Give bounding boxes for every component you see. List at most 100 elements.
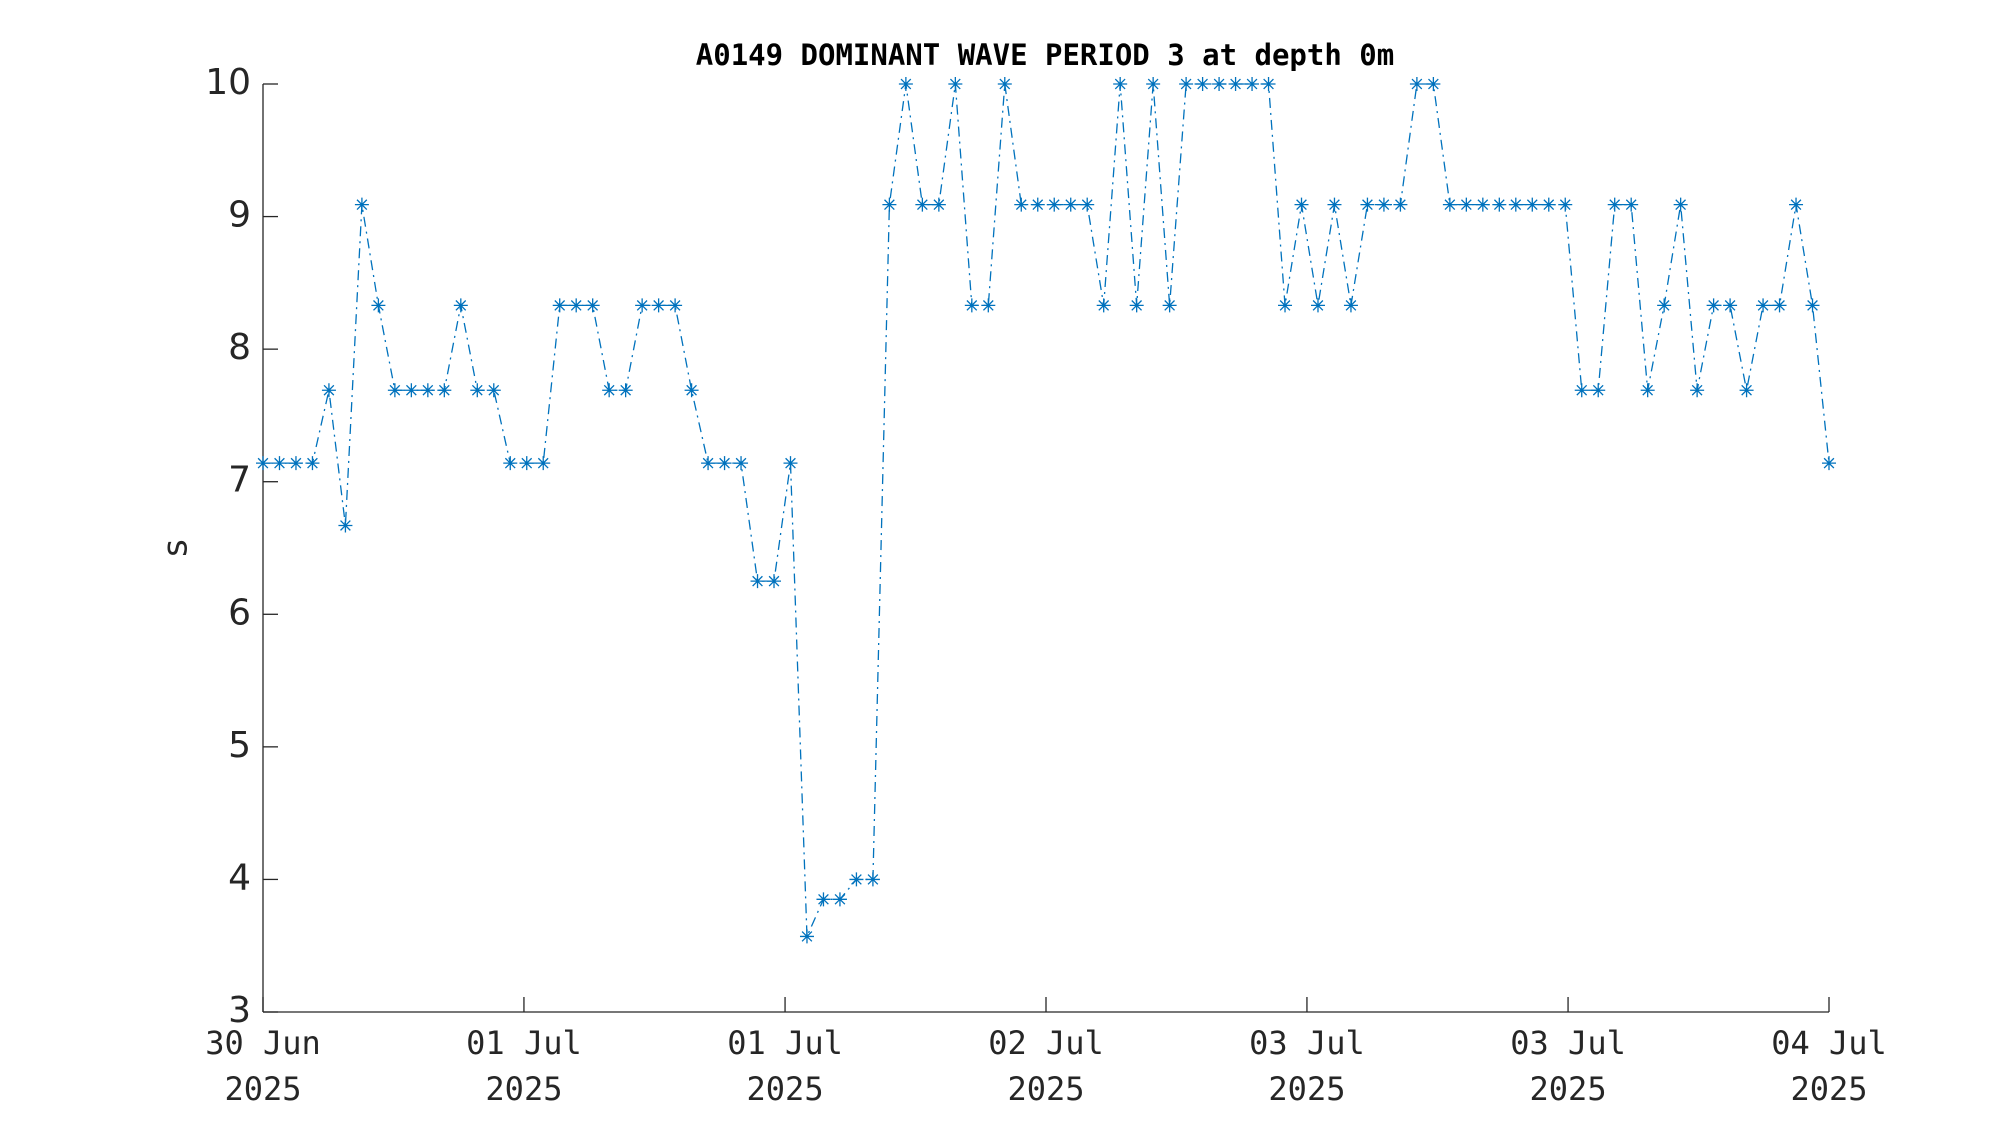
- data-point: [1723, 298, 1738, 313]
- data-point: [898, 77, 913, 91]
- data-point: [305, 456, 320, 471]
- x-tick-label: 03 Jul 2025: [1249, 1024, 1365, 1108]
- y-tick-label: 8: [228, 327, 251, 368]
- data-point: [1310, 298, 1325, 313]
- data-point: [437, 383, 452, 398]
- data-point: [915, 197, 930, 212]
- y-tick-label: 4: [228, 857, 251, 898]
- data-point: [1756, 298, 1771, 313]
- data-point: [1772, 298, 1787, 313]
- data-point: [470, 383, 485, 398]
- data-point: [816, 892, 831, 907]
- data-point: [1805, 298, 1820, 313]
- data-point: [536, 456, 551, 471]
- data-point: [256, 456, 270, 471]
- data-point: [503, 456, 518, 471]
- y-tick-label: 9: [228, 195, 251, 236]
- data-point: [371, 298, 386, 313]
- data-point: [1475, 197, 1490, 212]
- data-point: [1261, 77, 1276, 91]
- data-point: [1525, 197, 1540, 212]
- data-point: [865, 872, 880, 887]
- x-tick-label: 02 Jul 2025: [988, 1024, 1104, 1108]
- data-point: [618, 383, 633, 398]
- data-point: [1789, 197, 1804, 212]
- data-point: [948, 77, 963, 91]
- data-point: [569, 298, 584, 313]
- y-axis-label: s: [156, 539, 196, 557]
- data-point: [1080, 197, 1095, 212]
- data-point: [1063, 197, 1078, 212]
- data-point: [1409, 77, 1424, 91]
- data-point: [272, 456, 287, 471]
- data-point: [832, 892, 847, 907]
- data-point: [420, 383, 435, 398]
- x-tick-label: 30 Jun 2025: [205, 1024, 321, 1108]
- data-point: [1607, 197, 1622, 212]
- data-point: [1343, 298, 1358, 313]
- data-point: [750, 574, 765, 589]
- data-point: [1624, 197, 1639, 212]
- data-point: [1096, 298, 1111, 313]
- data-point: [1179, 77, 1194, 91]
- data-point: [1690, 383, 1705, 398]
- data-point: [1393, 197, 1408, 212]
- data-point: [635, 298, 650, 313]
- data-point: [1327, 197, 1342, 212]
- data-point: [1574, 383, 1589, 398]
- data-point: [701, 456, 716, 471]
- y-tick-label: 7: [228, 460, 251, 501]
- data-point: [882, 197, 897, 212]
- data-point: [684, 383, 699, 398]
- x-tick-label: 01 Jul 2025: [466, 1024, 582, 1108]
- data-point: [1294, 197, 1309, 212]
- data-point: [486, 383, 501, 398]
- chart-title: A0149 DOMINANT WAVE PERIOD 3 at depth 0m: [696, 38, 1394, 72]
- data-point: [799, 929, 814, 944]
- data-point: [1113, 77, 1128, 91]
- data-point: [1212, 77, 1227, 91]
- data-point: [997, 77, 1012, 91]
- data-point: [1278, 298, 1293, 313]
- data-point: [1360, 197, 1375, 212]
- data-point: [585, 298, 600, 313]
- data-point: [1228, 77, 1243, 91]
- data-point: [1492, 197, 1507, 212]
- data-point: [1162, 298, 1177, 313]
- data-point: [1129, 298, 1144, 313]
- data-line: [263, 83, 1830, 937]
- data-point: [1822, 456, 1836, 471]
- y-tick-label: 5: [228, 725, 251, 766]
- data-point: [1195, 77, 1210, 91]
- data-point: [288, 456, 303, 471]
- data-point: [519, 456, 534, 471]
- data-point: [1426, 77, 1441, 91]
- data-point: [783, 456, 798, 471]
- data-point: [602, 383, 617, 398]
- data-point: [1376, 197, 1391, 212]
- data-point: [387, 383, 402, 398]
- y-tick-label: 6: [228, 592, 251, 633]
- data-point: [1640, 383, 1655, 398]
- data-point: [964, 298, 979, 313]
- data-point: [1657, 298, 1672, 313]
- data-point: [1673, 197, 1688, 212]
- data-point: [1014, 197, 1029, 212]
- data-point: [1739, 383, 1754, 398]
- data-point: [1459, 197, 1474, 212]
- data-point: [1047, 197, 1062, 212]
- data-point: [1541, 197, 1556, 212]
- y-tick-label: 3: [228, 990, 251, 1031]
- data-point: [404, 383, 419, 398]
- data-point: [931, 197, 946, 212]
- x-tick-label: 04 Jul 2025: [1771, 1024, 1887, 1108]
- data-point: [552, 298, 567, 313]
- x-tick-label: 01 Jul 2025: [727, 1024, 843, 1108]
- x-tick-label: 03 Jul 2025: [1510, 1024, 1626, 1108]
- data-point: [338, 518, 353, 533]
- y-tick-label: 10: [205, 62, 251, 103]
- data-point: [1558, 197, 1573, 212]
- data-point: [1706, 298, 1721, 313]
